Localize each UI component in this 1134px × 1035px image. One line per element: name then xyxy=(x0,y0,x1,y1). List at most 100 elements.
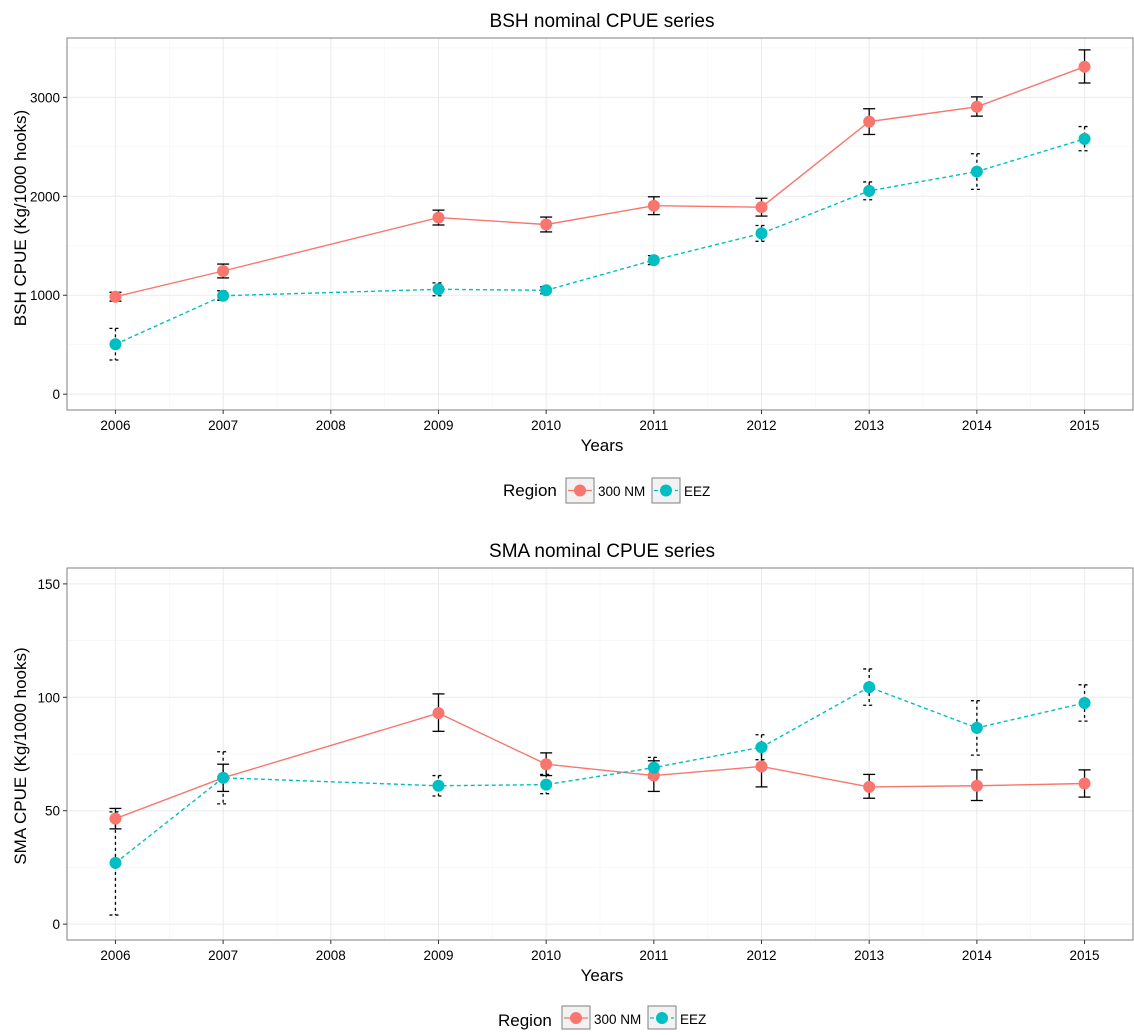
x-axis-label: Years xyxy=(581,436,624,455)
data-point-300nm xyxy=(432,211,445,224)
x-tick-label: 2015 xyxy=(1070,948,1100,963)
data-point-300nm xyxy=(647,199,660,212)
x-tick-label: 2011 xyxy=(639,948,668,963)
legend-point-300nm xyxy=(574,484,586,497)
x-tick-label: 2012 xyxy=(746,418,776,433)
x-axis-label: Years xyxy=(581,966,624,985)
legend-label-300nm: 300 NM xyxy=(594,1012,641,1027)
x-tick-label: 2011 xyxy=(639,418,668,433)
data-point-eez xyxy=(1078,696,1091,709)
y-tick-label: 150 xyxy=(37,577,60,592)
x-tick-label: 2013 xyxy=(854,418,884,433)
data-point-eez xyxy=(647,761,660,774)
legend-point-eez xyxy=(656,1012,668,1024)
x-tick-label: 2010 xyxy=(531,948,561,963)
legend-label-eez: EEZ xyxy=(680,1012,706,1027)
y-tick-label: 1000 xyxy=(30,288,60,303)
y-tick-label: 100 xyxy=(37,690,60,705)
data-point-300nm xyxy=(863,115,876,128)
x-tick-label: 2015 xyxy=(1070,418,1100,433)
data-point-300nm xyxy=(970,100,983,113)
y-tick-label: 50 xyxy=(45,804,60,819)
y-axis-label: BSH CPUE (Kg/1000 hooks) xyxy=(11,110,30,326)
legend-item-300nm: 300 NM xyxy=(565,477,645,504)
x-tick-label: 2010 xyxy=(531,418,561,433)
data-point-eez xyxy=(109,856,122,869)
x-tick-label: 2009 xyxy=(423,418,453,433)
legend-item-eez: EEZ xyxy=(651,477,710,504)
legend-point-300nm xyxy=(570,1012,582,1024)
plot-panel xyxy=(66,567,1134,941)
y-tick-label: 0 xyxy=(52,387,60,402)
data-point-eez xyxy=(647,254,660,267)
data-point-eez xyxy=(432,283,445,296)
x-tick-label: 2008 xyxy=(316,418,346,433)
data-point-300nm xyxy=(109,812,122,825)
x-tick-label: 2007 xyxy=(208,948,238,963)
data-point-eez xyxy=(970,165,983,178)
x-tick-label: 2006 xyxy=(100,418,130,433)
data-points xyxy=(109,60,1091,351)
y-tick-labels: 0 1000 2000 3000 xyxy=(30,90,60,402)
x-tick-label: 2006 xyxy=(100,948,130,963)
data-point-eez xyxy=(755,741,768,754)
data-point-300nm xyxy=(755,760,768,773)
grid-lines xyxy=(67,568,1133,940)
data-point-eez xyxy=(755,227,768,240)
data-point-eez xyxy=(970,721,983,734)
y-tick-label: 3000 xyxy=(30,90,60,105)
legend-label-300nm: 300 NM xyxy=(598,484,645,499)
axis-ticks xyxy=(63,583,1086,944)
data-point-eez xyxy=(217,771,230,784)
chart-title: BSH nominal CPUE series xyxy=(490,11,715,32)
data-point-eez xyxy=(217,289,230,302)
grid-lines xyxy=(67,38,1133,410)
plot-panel xyxy=(66,37,1134,411)
data-point-eez xyxy=(863,681,876,694)
data-point-300nm xyxy=(1078,60,1091,73)
data-point-300nm xyxy=(540,758,553,771)
data-point-300nm xyxy=(970,779,983,792)
data-points xyxy=(109,681,1091,869)
data-point-300nm xyxy=(863,780,876,793)
data-point-300nm xyxy=(540,218,553,231)
legend-title: Region xyxy=(498,1011,552,1030)
y-tick-label: 0 xyxy=(52,917,60,932)
legend: Region 300 NM EEZ xyxy=(498,1005,706,1030)
data-point-300nm xyxy=(432,707,445,720)
y-axis-label: SMA CPUE (Kg/1000 hooks) xyxy=(11,647,30,864)
legend-item-300nm: 300 NM xyxy=(561,1005,641,1030)
x-tick-label: 2007 xyxy=(208,418,238,433)
data-point-eez xyxy=(540,284,553,297)
y-tick-labels: 0 50 100 150 xyxy=(37,577,60,932)
x-tick-label: 2014 xyxy=(962,418,993,433)
data-point-300nm xyxy=(109,290,122,303)
chart-title: SMA nominal CPUE series xyxy=(489,541,715,562)
legend: Region 300 NM EEZ xyxy=(503,477,710,504)
data-point-eez xyxy=(863,184,876,197)
x-tick-label: 2008 xyxy=(316,948,346,963)
x-tick-label: 2014 xyxy=(962,948,993,963)
x-tick-labels: 2006 2007 2008 2009 2010 2011 2012 2013 2014 2015 xyxy=(100,948,1099,963)
x-tick-label: 2012 xyxy=(746,948,776,963)
axis-ticks xyxy=(63,96,1086,414)
x-tick-labels: 2006 2007 2008 2009 2010 2011 2012 2013 2014 2015 xyxy=(100,418,1099,433)
data-point-300nm xyxy=(217,264,230,277)
legend-point-eez xyxy=(660,484,672,497)
data-point-eez xyxy=(540,778,553,791)
legend-label-eez: EEZ xyxy=(684,484,710,499)
data-point-eez xyxy=(1078,132,1091,145)
x-tick-label: 2009 xyxy=(423,948,453,963)
legend-title: Region xyxy=(503,481,557,500)
data-point-eez xyxy=(109,338,122,351)
bsh-chart: BSH nominal CPUE series 0 1000 2000 3000 20… xyxy=(11,11,1134,504)
legend-item-eez: EEZ xyxy=(647,1005,706,1030)
data-point-300nm xyxy=(755,201,768,214)
data-point-300nm xyxy=(1078,777,1091,790)
data-point-eez xyxy=(432,779,445,792)
y-tick-label: 2000 xyxy=(30,189,60,204)
x-tick-label: 2013 xyxy=(854,948,884,963)
